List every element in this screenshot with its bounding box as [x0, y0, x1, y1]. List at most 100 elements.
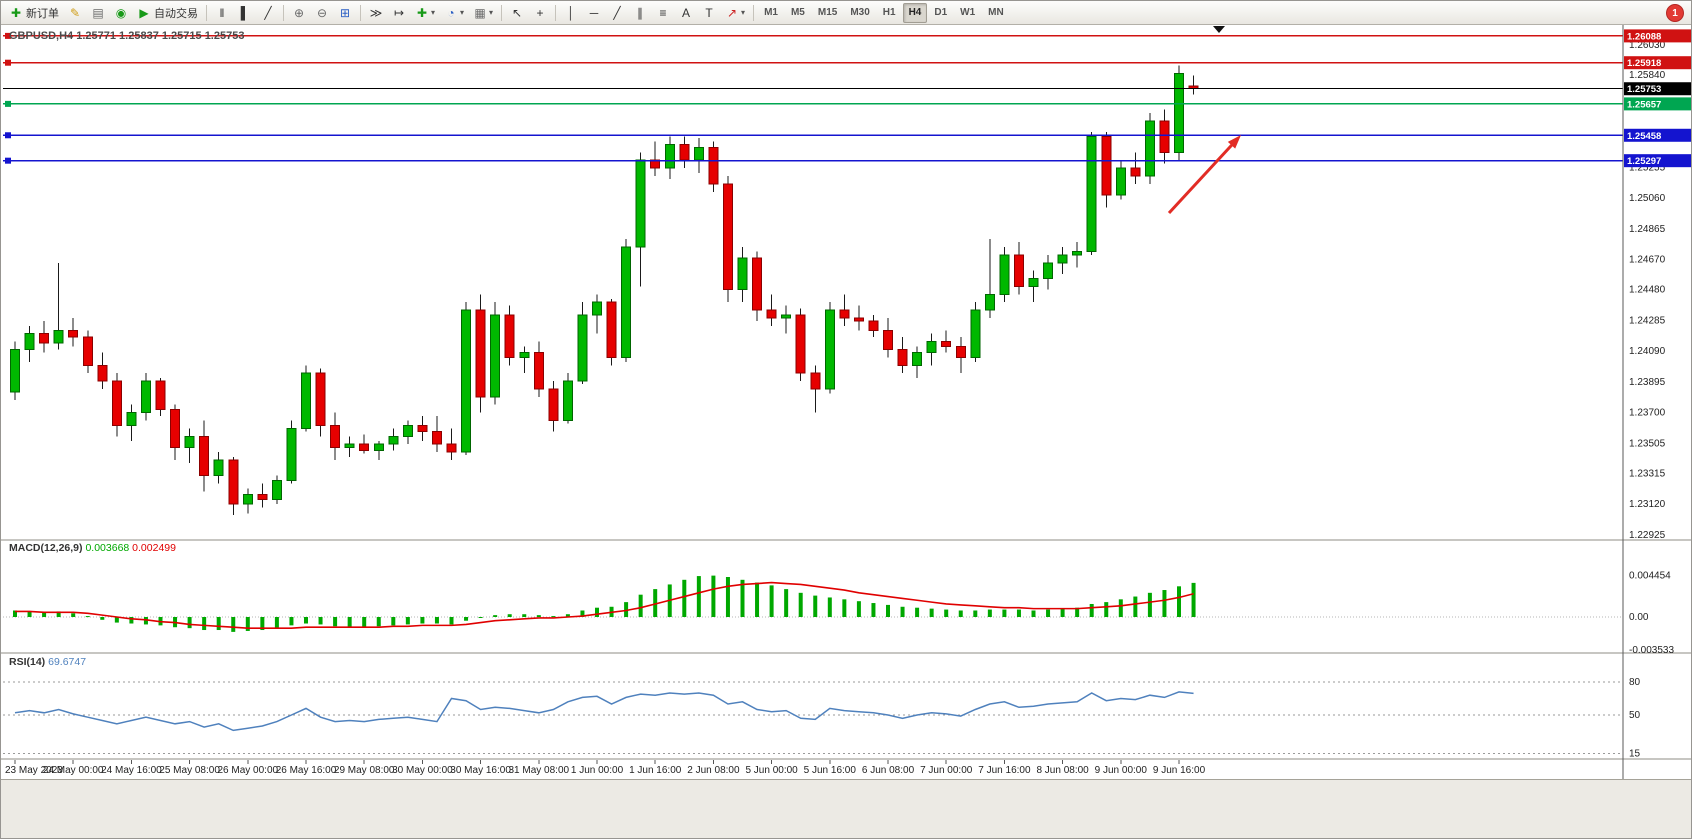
notification-badge[interactable]: 1	[1666, 4, 1684, 22]
profiles-button[interactable]: ▤	[87, 3, 109, 23]
timeframe-m15-button[interactable]: M15	[812, 3, 843, 23]
hline-anchor[interactable]	[5, 32, 11, 39]
candle	[1072, 251, 1083, 256]
macd-histogram-bar	[333, 617, 338, 627]
text-label-button[interactable]: T	[698, 3, 720, 23]
candle	[315, 372, 326, 426]
candle	[330, 424, 341, 448]
trend-arrow-head[interactable]	[1227, 135, 1241, 149]
macd-histogram-bar	[304, 617, 308, 624]
candle	[257, 494, 268, 500]
price-tag	[1624, 82, 1691, 96]
macd-histogram-bar	[376, 617, 381, 627]
macd-histogram-bar	[71, 613, 76, 617]
candle	[868, 320, 879, 332]
trend-arrow[interactable]	[1167, 142, 1235, 215]
fibonacci-button[interactable]: ≡	[652, 3, 674, 23]
new-order-button[interactable]: ✚ 新订单	[5, 3, 63, 23]
macd-histogram-bar	[769, 585, 774, 617]
rsi-label: RSI(14) 69.6747	[9, 656, 86, 668]
macd-histogram-bar	[755, 582, 760, 617]
cursor-icon: ↖	[512, 5, 523, 20]
timeframe-w1-button[interactable]: W1	[954, 3, 981, 23]
macd-histogram-bar	[813, 595, 818, 617]
templates-button[interactable]: ▦ ▾	[469, 3, 497, 23]
candle	[1130, 167, 1141, 177]
timeframe-m30-button[interactable]: M30	[844, 3, 875, 23]
candle	[810, 372, 821, 390]
candle	[941, 341, 952, 347]
community-button[interactable]: ◉	[110, 3, 132, 23]
crosshair-button[interactable]: +	[529, 3, 551, 23]
timeframe-mn-button[interactable]: MN	[982, 3, 1010, 23]
candle	[679, 143, 690, 161]
horizontal-line-button[interactable]: ─	[583, 3, 605, 23]
candle-chart-button[interactable]: ▌	[234, 3, 256, 23]
candle	[926, 341, 937, 354]
line-chart-button[interactable]: ╱	[257, 3, 279, 23]
macd-histogram-bar	[100, 617, 105, 620]
crosshair-icon: +	[536, 5, 544, 20]
candle	[839, 309, 850, 319]
timeframe-h1-button[interactable]: H1	[877, 3, 902, 23]
horizontal-line-icon: ─	[589, 5, 599, 20]
candle	[519, 352, 530, 358]
macd-histogram-bar	[536, 615, 541, 617]
macd-histogram-bar	[711, 575, 716, 617]
chart-shift-button[interactable]: ↦	[388, 3, 410, 23]
zoom-out-button[interactable]: ⊖	[311, 3, 333, 23]
bar-chart-button[interactable]: ‖	[211, 3, 233, 23]
timeframe-h4-button[interactable]: H4	[902, 2, 928, 23]
toolbar-separator	[206, 4, 207, 21]
vertical-line-icon: │	[567, 5, 575, 20]
macd-histogram-bar	[856, 601, 861, 617]
candle	[271, 479, 282, 500]
macd-histogram-bar	[1060, 608, 1065, 617]
hline-anchor[interactable]	[5, 100, 11, 107]
hline-anchor[interactable]	[5, 59, 11, 66]
indicators-button[interactable]: ✚ ▾	[411, 3, 439, 23]
candle	[897, 349, 908, 366]
zoom-in-button[interactable]: ⊕	[288, 3, 310, 23]
autotrading-button[interactable]: ▶ 自动交易	[133, 3, 202, 23]
vertical-line-button[interactable]: │	[560, 3, 582, 23]
cursor-button[interactable]: ↖	[506, 3, 528, 23]
hline-anchor[interactable]	[5, 157, 11, 164]
chart-shift-marker-icon[interactable]	[1213, 26, 1225, 33]
axis-label: 1.23895	[1629, 377, 1666, 388]
candle	[912, 352, 923, 366]
text-button[interactable]: A	[675, 3, 697, 23]
trendline-button[interactable]: ╱	[606, 3, 628, 23]
tile-windows-button[interactable]: ⊞	[334, 3, 356, 23]
chart-window[interactable]: GBPUSD,H4 1.25771 1.25837 1.25715 1.2575…	[1, 1, 1692, 782]
macd-label: MACD(12,26,9) 0.003668 0.002499	[9, 542, 176, 554]
periods-button[interactable]: ◔ ▾	[440, 3, 468, 23]
periods-icon: ◔	[447, 5, 455, 20]
candle	[1174, 72, 1184, 153]
candle	[301, 372, 311, 429]
candle	[883, 330, 893, 351]
macd-histogram-bar	[289, 617, 294, 626]
macd-histogram-bar	[420, 617, 425, 624]
timeframe-m5-button[interactable]: M5	[785, 3, 811, 23]
macd-histogram-bar	[725, 577, 730, 617]
time-label: 6 Jun 08:00	[862, 765, 915, 776]
zoom-out-icon: ⊖	[316, 5, 328, 20]
arrows-button[interactable]: ↗ ▾	[721, 3, 749, 23]
time-label: 9 Jun 16:00	[1153, 765, 1206, 776]
macd-histogram-bar	[202, 617, 207, 631]
macd-histogram-bar	[958, 610, 963, 617]
macd-histogram-bar	[987, 609, 992, 617]
auto-scroll-button[interactable]: ≫	[365, 3, 387, 23]
candle	[693, 147, 704, 161]
channel-button[interactable]: ∥	[629, 3, 651, 23]
metaeditor-button[interactable]: ✎	[64, 3, 86, 23]
axis-label: 80	[1629, 677, 1641, 688]
macd-histogram-bar	[347, 617, 352, 628]
hline-anchor[interactable]	[5, 132, 11, 139]
macd-histogram-bar	[1147, 592, 1152, 617]
timeframe-d1-button[interactable]: D1	[928, 3, 953, 23]
macd-histogram-bar	[27, 611, 32, 617]
price-tag-label: 1.26088	[1627, 31, 1661, 42]
timeframe-m1-button[interactable]: M1	[758, 3, 784, 23]
